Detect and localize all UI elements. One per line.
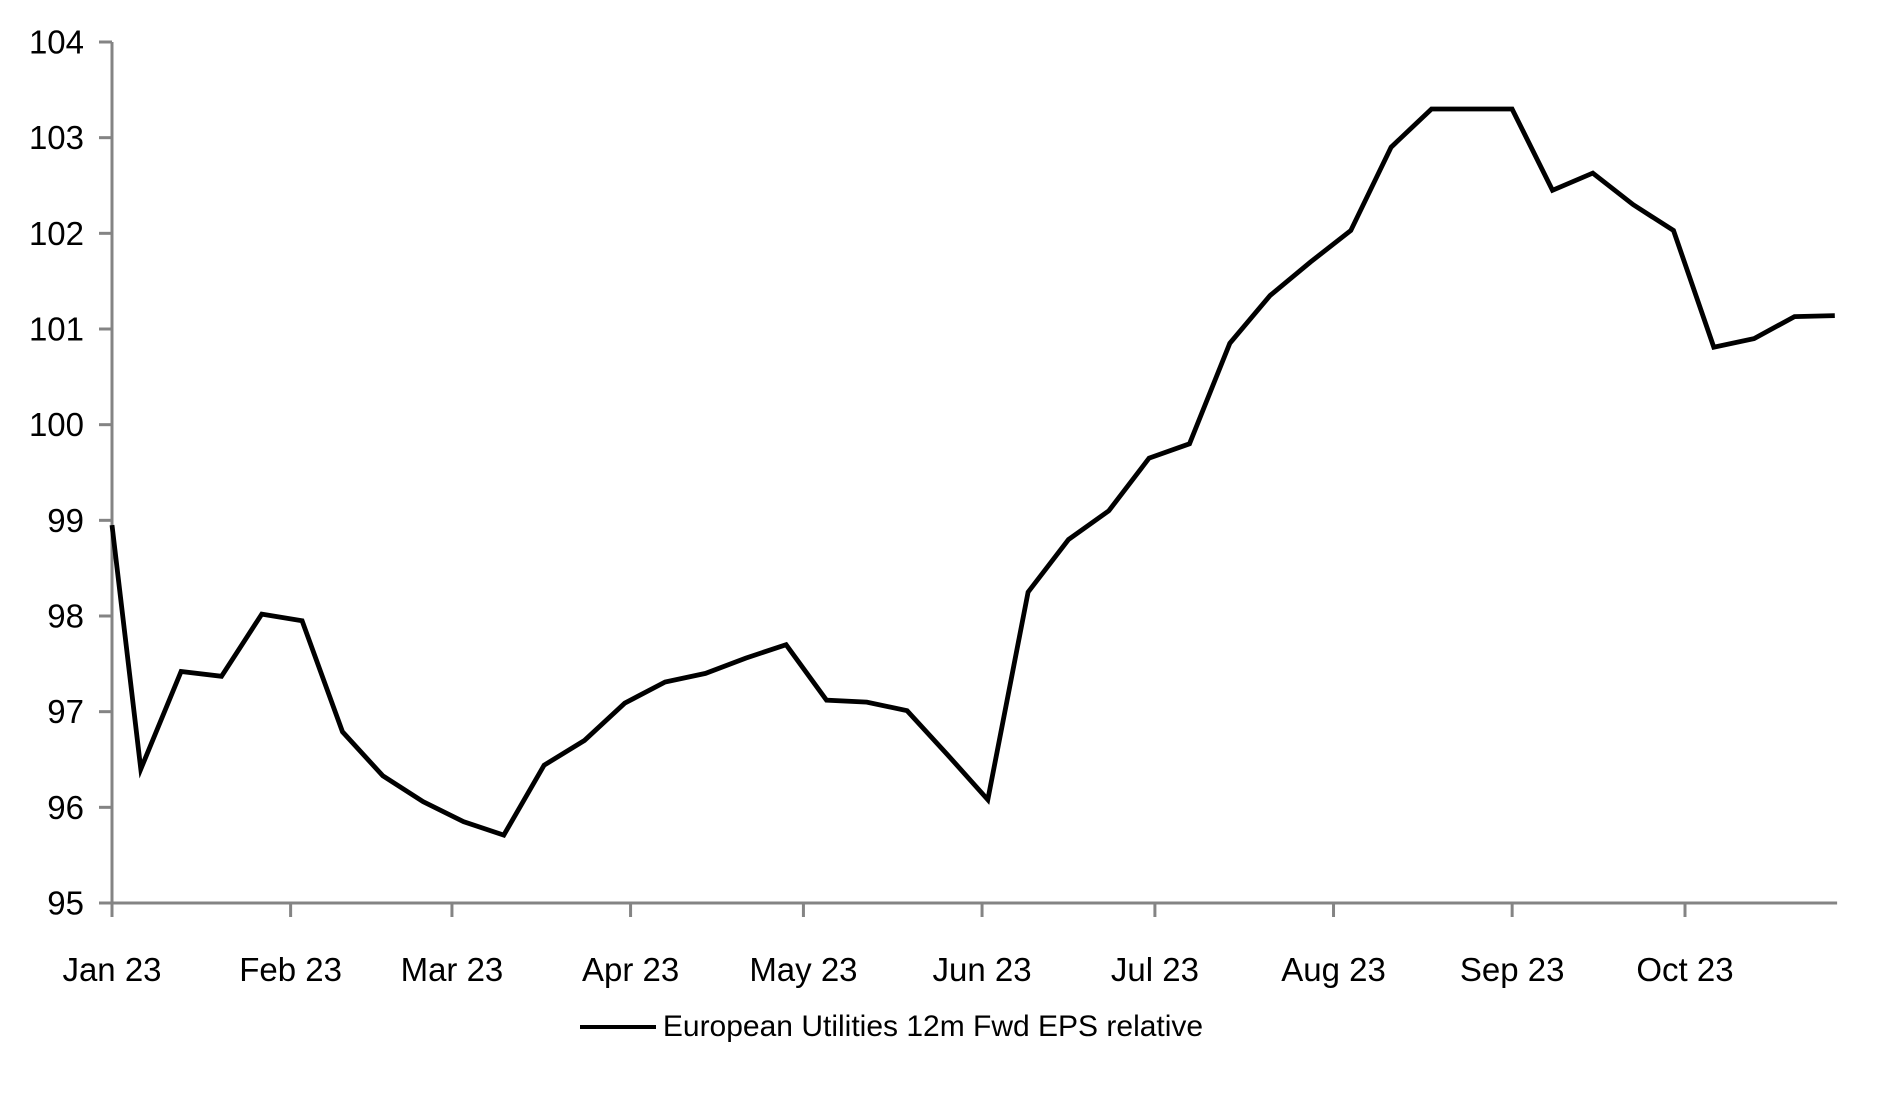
x-axis-tick-label: Mar 23	[401, 951, 504, 988]
x-axis-tick-label: Sep 23	[1460, 951, 1565, 988]
y-axis-tick-label: 95	[47, 885, 84, 922]
y-axis-tick-label: 102	[29, 215, 84, 252]
legend-line-sample	[579, 1025, 656, 1029]
x-axis-tick-label: Jul 23	[1111, 951, 1199, 988]
x-axis-tick-label: Feb 23	[239, 951, 342, 988]
x-axis-tick-label: Aug 23	[1281, 951, 1386, 988]
y-axis-tick-label: 98	[47, 597, 84, 634]
y-axis-tick-label: 99	[47, 502, 84, 539]
x-axis-tick-label: Jun 23	[933, 951, 1032, 988]
x-axis-tick-label: May 23	[749, 951, 857, 988]
y-axis-tick-label: 97	[47, 693, 84, 730]
eps-relative-line	[109, 106, 1835, 838]
y-axis-tick-label: 103	[29, 119, 84, 156]
x-axis-tick-label: Jan 23	[62, 951, 161, 988]
y-axis-tick-label: 101	[29, 310, 84, 347]
y-axis-tick-label: 104	[29, 23, 84, 60]
legend-series-label: European Utilities 12m Fwd EPS relative	[662, 1010, 1204, 1043]
legend: European Utilities 12m Fwd EPS relative	[0, 1010, 1838, 1044]
y-axis-tick-label: 100	[29, 406, 84, 443]
y-axis-tick-label: 96	[47, 789, 84, 826]
x-axis-tick-label: Apr 23	[582, 951, 679, 988]
x-axis-tick-label: Oct 23	[1636, 951, 1733, 988]
